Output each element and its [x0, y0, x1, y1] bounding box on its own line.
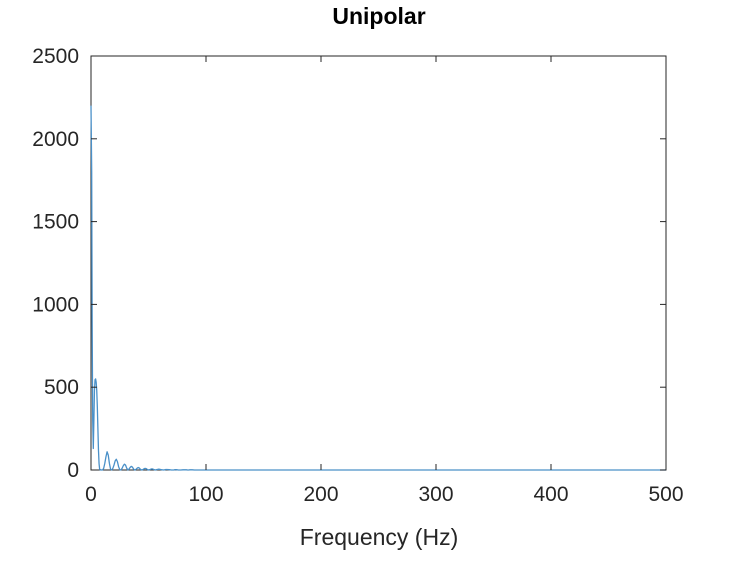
chart-title: Unipolar — [332, 3, 425, 29]
y-tick-label-5: 2500 — [32, 45, 79, 68]
series-line-0 — [90, 105, 666, 471]
y-tick-label-3: 1500 — [32, 211, 79, 234]
y-tick-label-0: 0 — [67, 459, 79, 482]
x-tick-label-3: 300 — [418, 483, 453, 506]
y-tick-label-2: 1000 — [32, 293, 79, 316]
x-tick-label-0: 0 — [85, 483, 97, 506]
x-axis-ticks: 0 100 200 300 400 500 — [85, 56, 684, 506]
plot-area — [90, 55, 667, 471]
x-tick-label-4: 400 — [533, 483, 568, 506]
y-axis-ticks: 0 500 1000 1500 2000 2500 — [32, 45, 666, 482]
y-tick-label-4: 2000 — [32, 128, 79, 151]
plot-frame — [90, 55, 667, 471]
y-tick-label-1: 500 — [44, 376, 79, 399]
x-tick-label-2: 200 — [303, 483, 338, 506]
x-tick-label-5: 500 — [648, 483, 683, 506]
x-tick-label-1: 100 — [188, 483, 223, 506]
x-axis-label: Frequency (Hz) — [300, 524, 458, 550]
